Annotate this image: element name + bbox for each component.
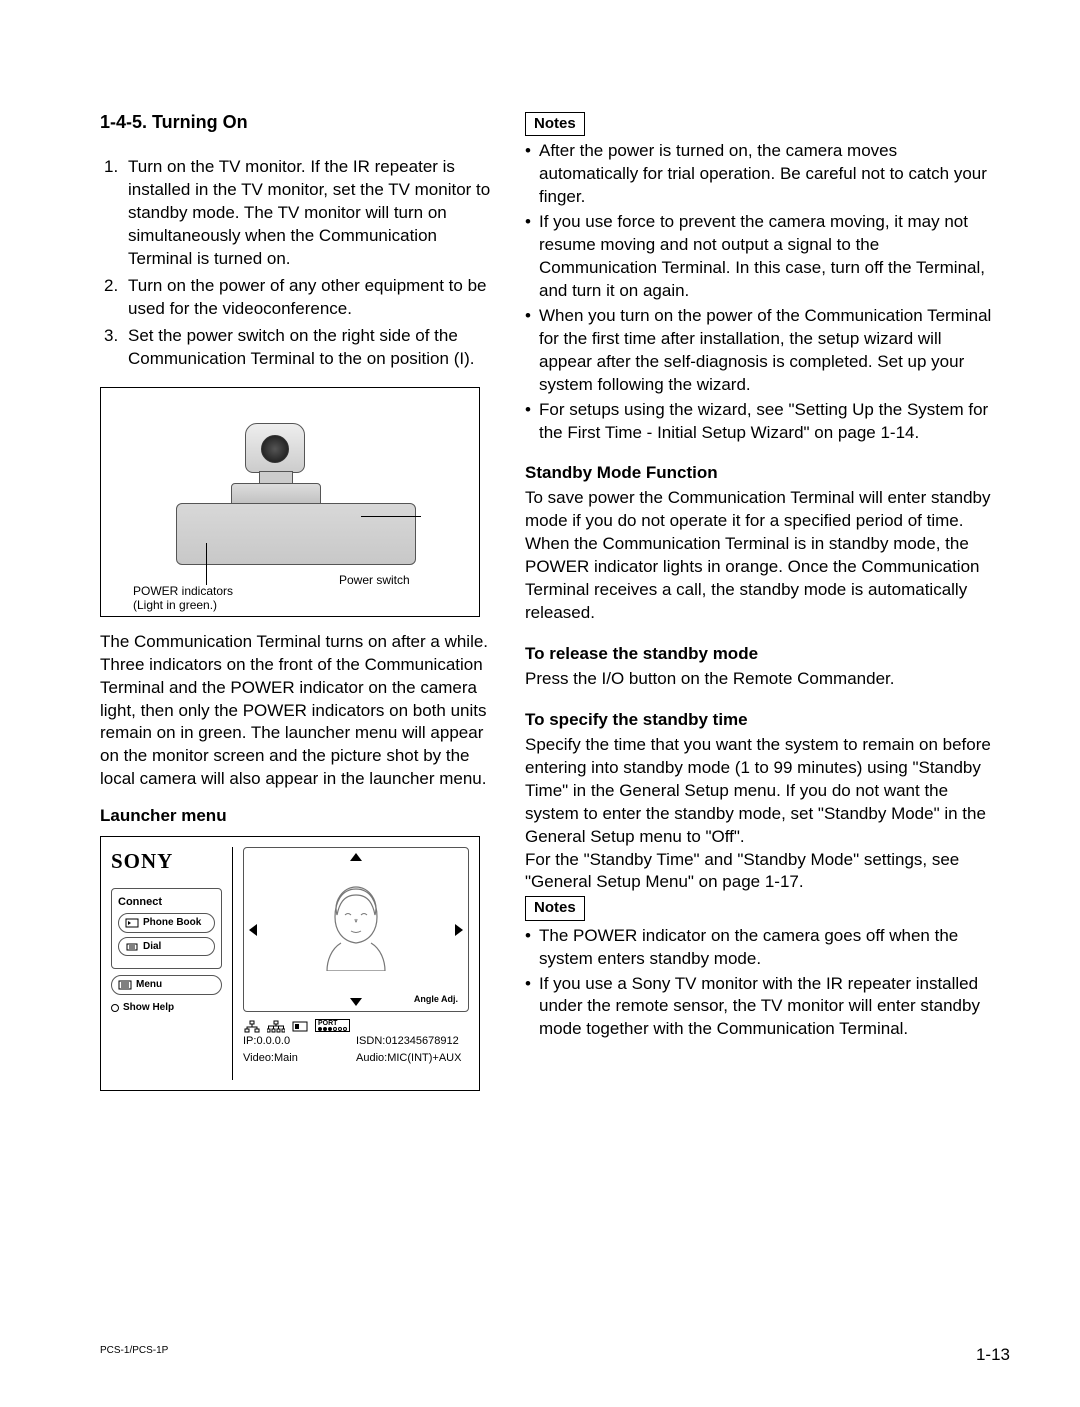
show-help-label: Show Help [123,1001,174,1015]
screen-icon [291,1018,309,1032]
video-label: Video:Main [243,1051,356,1066]
audio-label: Audio:MIC(INT)+AUX [356,1051,469,1066]
isdn-label: ISDN:012345678912 [356,1034,469,1049]
port-indicator: PORT [315,1019,350,1032]
standby-heading: Standby Mode Function [525,462,995,485]
camera-preview: Angle Adj. [243,847,469,1012]
phonebook-icon [125,918,139,928]
footer-model: PCS-1/PCS-1P [100,1344,168,1367]
ip-label: IP:0.0.0.0 [243,1034,356,1049]
note-item: •For setups using the wizard, see "Setti… [525,399,995,445]
device-figure: Power switch POWER indicators (Light in … [100,387,480,617]
note-item: •When you turn on the power of the Commu… [525,305,995,397]
notes-label-2: Notes [525,896,585,920]
note-item: •If you use a Sony TV monitor with the I… [525,973,995,1042]
step-text: Turn on the power of any other equipment… [128,275,505,321]
status-icons: PORT [243,1018,469,1032]
note-item: •After the power is turned on, the camer… [525,140,995,209]
step-num: 2. [100,275,128,321]
arrow-right-icon [455,924,463,936]
note-item: •If you use force to prevent the camera … [525,211,995,303]
step-text: Turn on the TV monitor. If the IR repeat… [128,156,505,271]
section-title: 1-4-5. Turning On [100,110,505,134]
arrow-down-icon [350,998,362,1006]
indicators-label: POWER indicators (Light in green.) [133,584,233,613]
step-num: 3. [100,325,128,371]
sony-logo: SONY [111,847,222,875]
menu-button[interactable]: Menu [111,975,222,995]
menu-label: Menu [136,978,162,992]
dial-label: Dial [143,940,161,954]
power-switch-label: Power switch [339,572,410,588]
show-help: Show Help [111,1001,222,1015]
arrow-left-icon [249,924,257,936]
notes-label: Notes [525,112,585,136]
menu-icon [118,980,132,990]
phonebook-label: Phone Book [143,916,201,930]
dial-icon [125,942,139,952]
specify-body: Specify the time that you want the syste… [525,734,995,895]
terminal-body [176,503,416,565]
arrow-up-icon [350,853,362,861]
standby-body: To save power the Communication Terminal… [525,487,995,625]
step-1: 1. Turn on the TV monitor. If the IR rep… [100,156,505,271]
release-heading: To release the standby mode [525,643,995,666]
camera-graphic [231,423,321,508]
network-icon-2 [267,1018,285,1032]
phonebook-button[interactable]: Phone Book [118,913,215,933]
connect-label: Connect [118,895,215,910]
specify-heading: To specify the standby time [525,709,995,732]
page-number: 1-13 [976,1344,1010,1367]
step-text: Set the power switch on the right side o… [128,325,505,371]
step-3: 3. Set the power switch on the right sid… [100,325,505,371]
face-graphic [321,881,391,971]
launcher-menu-heading: Launcher menu [100,805,505,828]
release-body: Press the I/O button on the Remote Comma… [525,668,995,691]
footer: PCS-1/PCS-1P 1-13 [100,1344,1010,1367]
angle-adj-label: Angle Adj. [414,993,458,1005]
network-icon-1 [243,1018,261,1032]
circle-icon [111,1004,119,1012]
after-figure-paragraph: The Communication Terminal turns on afte… [100,631,505,792]
launcher-figure: SONY Connect Phone Book [100,836,480,1091]
step-num: 1. [100,156,128,271]
dial-button[interactable]: Dial [118,937,215,957]
step-2: 2. Turn on the power of any other equipm… [100,275,505,321]
note-item: •The POWER indicator on the camera goes … [525,925,995,971]
